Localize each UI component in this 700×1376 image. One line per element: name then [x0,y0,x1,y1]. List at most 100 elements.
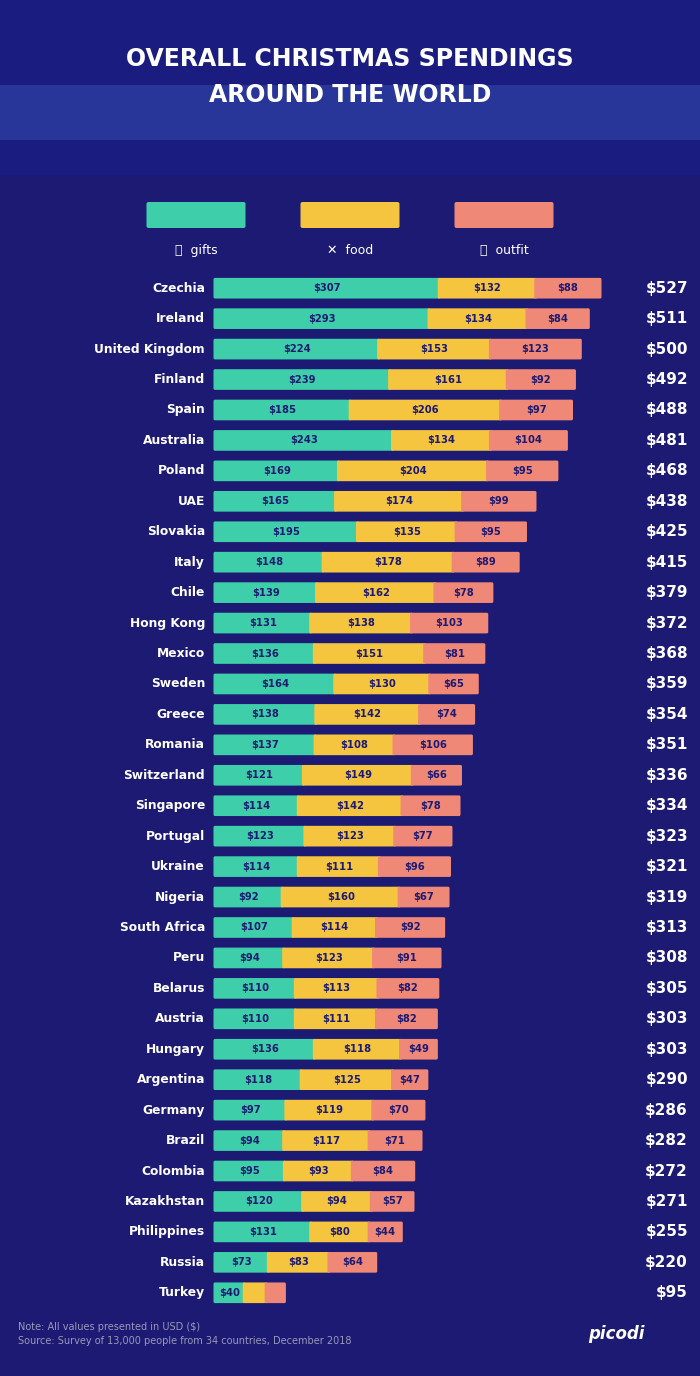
Text: Poland: Poland [158,464,205,477]
Text: $438: $438 [645,494,688,509]
Text: $425: $425 [645,524,688,539]
FancyBboxPatch shape [214,491,337,512]
Text: Brazil: Brazil [166,1134,205,1148]
Text: $123: $123 [336,831,364,841]
Text: $206: $206 [412,405,439,416]
Text: $136: $136 [251,648,279,659]
Text: $95: $95 [512,466,533,476]
FancyBboxPatch shape [214,1039,316,1060]
Text: $123: $123 [246,831,274,841]
FancyBboxPatch shape [377,338,492,359]
FancyBboxPatch shape [314,735,396,755]
FancyBboxPatch shape [333,674,431,695]
Text: Turkey: Turkey [159,1287,205,1299]
Text: $255: $255 [645,1225,688,1240]
FancyBboxPatch shape [214,948,285,969]
Text: $354: $354 [645,707,688,722]
FancyBboxPatch shape [214,399,351,420]
Text: Australia: Australia [143,433,205,447]
FancyBboxPatch shape [499,399,573,420]
FancyBboxPatch shape [284,1099,375,1120]
Text: $138: $138 [347,618,375,627]
Text: $271: $271 [645,1194,688,1210]
Text: 🎁  gifts: 🎁 gifts [175,244,217,257]
Text: $89: $89 [475,557,496,567]
Text: $290: $290 [645,1072,688,1087]
FancyBboxPatch shape [372,948,442,969]
Text: $49: $49 [408,1044,429,1054]
Text: $243: $243 [290,435,318,446]
Text: Switzerland: Switzerland [123,769,205,782]
FancyBboxPatch shape [393,735,473,755]
FancyBboxPatch shape [214,1009,297,1029]
FancyBboxPatch shape [428,308,528,329]
Text: $71: $71 [384,1135,405,1146]
Text: $94: $94 [239,1135,260,1146]
FancyBboxPatch shape [461,491,536,512]
FancyBboxPatch shape [214,886,284,907]
Text: $82: $82 [396,1014,416,1024]
FancyBboxPatch shape [410,612,489,633]
FancyBboxPatch shape [214,1161,286,1182]
FancyBboxPatch shape [214,1192,304,1212]
Text: Austria: Austria [155,1013,205,1025]
Text: $104: $104 [514,435,542,446]
FancyBboxPatch shape [214,1282,246,1303]
FancyBboxPatch shape [391,1069,428,1090]
FancyBboxPatch shape [302,765,414,786]
FancyBboxPatch shape [297,795,403,816]
FancyBboxPatch shape [214,1099,288,1120]
Text: Germany: Germany [143,1104,205,1117]
FancyBboxPatch shape [301,1192,373,1212]
Text: $135: $135 [393,527,421,537]
Text: $125: $125 [333,1075,360,1084]
Text: $224: $224 [283,344,311,354]
Text: $123: $123 [522,344,550,354]
FancyBboxPatch shape [321,552,455,572]
Text: $114: $114 [242,801,271,810]
Text: $84: $84 [372,1165,393,1176]
Text: $293: $293 [308,314,336,323]
FancyBboxPatch shape [370,1192,414,1212]
Text: $78: $78 [453,588,474,597]
Text: $204: $204 [399,466,427,476]
FancyBboxPatch shape [214,1252,270,1273]
Text: Ireland: Ireland [156,312,205,325]
FancyBboxPatch shape [314,705,421,725]
Text: Spain: Spain [167,403,205,417]
FancyBboxPatch shape [214,338,380,359]
Text: OVERALL CHRISTMAS SPENDINGS: OVERALL CHRISTMAS SPENDINGS [126,48,574,72]
Text: $114: $114 [242,861,271,871]
Text: $66: $66 [426,771,447,780]
FancyBboxPatch shape [303,826,396,846]
FancyBboxPatch shape [377,978,440,999]
Text: $88: $88 [557,283,578,293]
FancyBboxPatch shape [337,461,489,482]
FancyBboxPatch shape [534,278,601,299]
Text: $149: $149 [344,771,372,780]
FancyBboxPatch shape [214,552,325,572]
FancyBboxPatch shape [214,1222,312,1243]
Bar [0,0,700,175]
FancyBboxPatch shape [452,552,519,572]
FancyBboxPatch shape [398,886,449,907]
Text: $113: $113 [323,984,351,993]
Text: $95: $95 [239,1165,260,1176]
FancyBboxPatch shape [243,1282,267,1303]
Text: $95: $95 [480,527,501,537]
FancyBboxPatch shape [214,278,441,299]
Text: $286: $286 [645,1102,688,1117]
Text: $118: $118 [244,1075,272,1084]
Text: picodi: picodi [589,1325,645,1343]
FancyBboxPatch shape [349,399,502,420]
FancyBboxPatch shape [486,461,559,482]
Text: $139: $139 [252,588,279,597]
Text: $84: $84 [547,314,568,323]
FancyBboxPatch shape [388,369,509,389]
Text: South Africa: South Africa [120,921,205,934]
FancyBboxPatch shape [282,948,375,969]
Text: $162: $162 [362,588,390,597]
FancyBboxPatch shape [214,308,430,329]
FancyBboxPatch shape [214,522,359,542]
FancyBboxPatch shape [505,369,576,389]
